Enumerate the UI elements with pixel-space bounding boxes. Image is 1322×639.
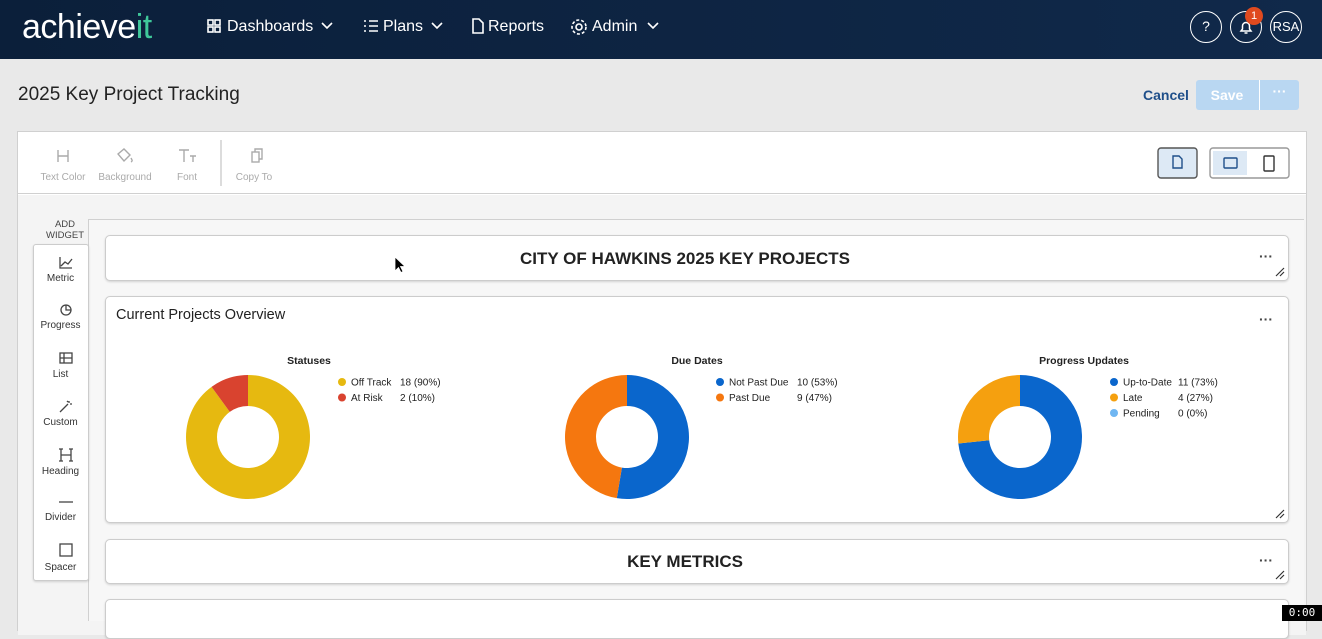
heading-text: KEY METRICS <box>627 552 743 571</box>
nav-item[interactable]: Admin <box>592 18 638 35</box>
donut-slice <box>185 375 310 500</box>
legend-dot <box>338 393 346 402</box>
legend-label: Past Due <box>729 393 771 404</box>
legend-value: 11 (73%) <box>1178 378 1218 389</box>
widget-sidebar <box>33 244 89 581</box>
donut-charts: Statuses Off Track 18 (90%) At Risk 2 (10%) D… <box>185 355 1218 500</box>
legend-label: At Risk <box>351 393 384 404</box>
tool[interactable]: Font <box>176 172 197 183</box>
help-button[interactable]: ? <box>1190 11 1222 43</box>
tool[interactable]: Background <box>98 172 152 183</box>
legend-dot <box>1110 393 1118 402</box>
legend-label: Off Track <box>351 378 392 389</box>
cancel-button[interactable]: Cancel <box>1143 87 1189 103</box>
legend-value: 18 (90%) <box>400 378 441 389</box>
widget-title: Current Projects Overview <box>116 307 286 323</box>
chart-title: Progress Updates <box>1039 355 1129 367</box>
save-button[interactable]: Save <box>1210 87 1244 103</box>
widget-menu[interactable]: ··· <box>1259 248 1273 264</box>
widget-menu[interactable]: ··· <box>1259 311 1273 327</box>
legend-value: 9 (47%) <box>797 393 832 404</box>
widget-item[interactable]: Heading <box>41 466 80 477</box>
brand-main: achieve <box>22 8 136 46</box>
heading-widget[interactable] <box>105 235 1289 281</box>
bell-icon <box>1239 21 1253 34</box>
tool[interactable]: Copy To <box>235 172 273 183</box>
chart-title: Due Dates <box>671 355 723 367</box>
widget-item[interactable]: List <box>52 369 69 380</box>
save-group: Save ··· <box>1196 80 1299 110</box>
donut-slice <box>958 375 1020 444</box>
donut-slice <box>565 375 627 499</box>
divider <box>1259 80 1260 110</box>
widget-item[interactable]: Divider <box>44 512 77 523</box>
heading-widget[interactable] <box>105 539 1289 584</box>
heading-text: CITY OF HAWKINS 2025 KEY PROJECTS <box>519 249 850 268</box>
toolbar: Text Color Background Font Copy To <box>18 132 1306 194</box>
legend-dot <box>1110 409 1118 417</box>
donut-slice <box>958 374 1082 499</box>
legend-label: Up-to-Date <box>1123 378 1172 389</box>
widget-item[interactable]: Custom <box>43 417 78 428</box>
sidebar-title: ADD WIDGET <box>46 219 84 241</box>
legend-label: Pending <box>1123 409 1160 420</box>
legend-label: Not Past Due <box>729 378 789 389</box>
brand-accent: it <box>135 8 153 46</box>
legend-dot <box>1110 378 1118 386</box>
legend-value: 4 (27%) <box>1178 393 1213 404</box>
legend-dot <box>716 378 724 386</box>
donut-slice <box>616 375 690 499</box>
nav-icons <box>207 18 659 35</box>
widget-item[interactable]: Metric <box>46 273 75 284</box>
brand[interactable]: achieveit <box>22 8 152 47</box>
legend-dot <box>338 378 346 386</box>
chart-title: Statuses <box>287 355 331 367</box>
widget-menu[interactable]: ··· <box>1259 552 1273 568</box>
nav-item[interactable]: Reports <box>488 18 545 35</box>
legend-value: 10 (53%) <box>797 378 838 389</box>
navbar: achieveit Dashboards Plans Reports Admin… <box>0 0 1322 59</box>
nav-item[interactable]: Plans <box>383 18 424 35</box>
nav-item[interactable]: Dashboards <box>227 18 314 35</box>
widget-item[interactable]: Spacer <box>44 562 77 573</box>
donut-slice <box>211 375 248 412</box>
legend-value: 0 (0%) <box>1178 409 1207 420</box>
tool[interactable]: Text Color <box>40 172 86 183</box>
legend-label: Late <box>1123 393 1143 404</box>
legend-dot <box>716 393 724 402</box>
widget-item[interactable]: Progress <box>40 320 81 331</box>
toolbar-icons <box>57 140 1290 186</box>
more-button[interactable]: ··· <box>1272 83 1287 99</box>
notification-badge: 1 <box>1245 7 1263 25</box>
timer: 0:00 <box>1282 605 1322 621</box>
avatar[interactable]: RSA <box>1270 11 1302 43</box>
page-title: 2025 Key Project Tracking <box>18 84 240 105</box>
sidebar-icons <box>59 257 73 557</box>
resize-handles <box>394 256 1285 580</box>
legend-value: 2 (10%) <box>400 393 435 404</box>
